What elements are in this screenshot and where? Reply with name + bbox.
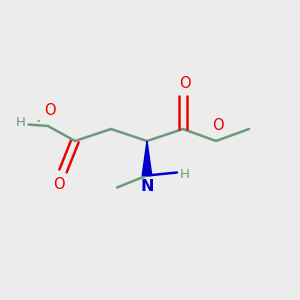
Text: O: O: [179, 76, 190, 91]
Text: H: H: [179, 168, 189, 182]
Text: H: H: [16, 116, 26, 130]
Text: O: O: [212, 118, 223, 134]
Text: O: O: [44, 103, 55, 118]
Text: ·: ·: [35, 113, 40, 131]
Polygon shape: [142, 141, 152, 176]
Text: N: N: [140, 179, 154, 194]
Text: O: O: [53, 177, 64, 192]
